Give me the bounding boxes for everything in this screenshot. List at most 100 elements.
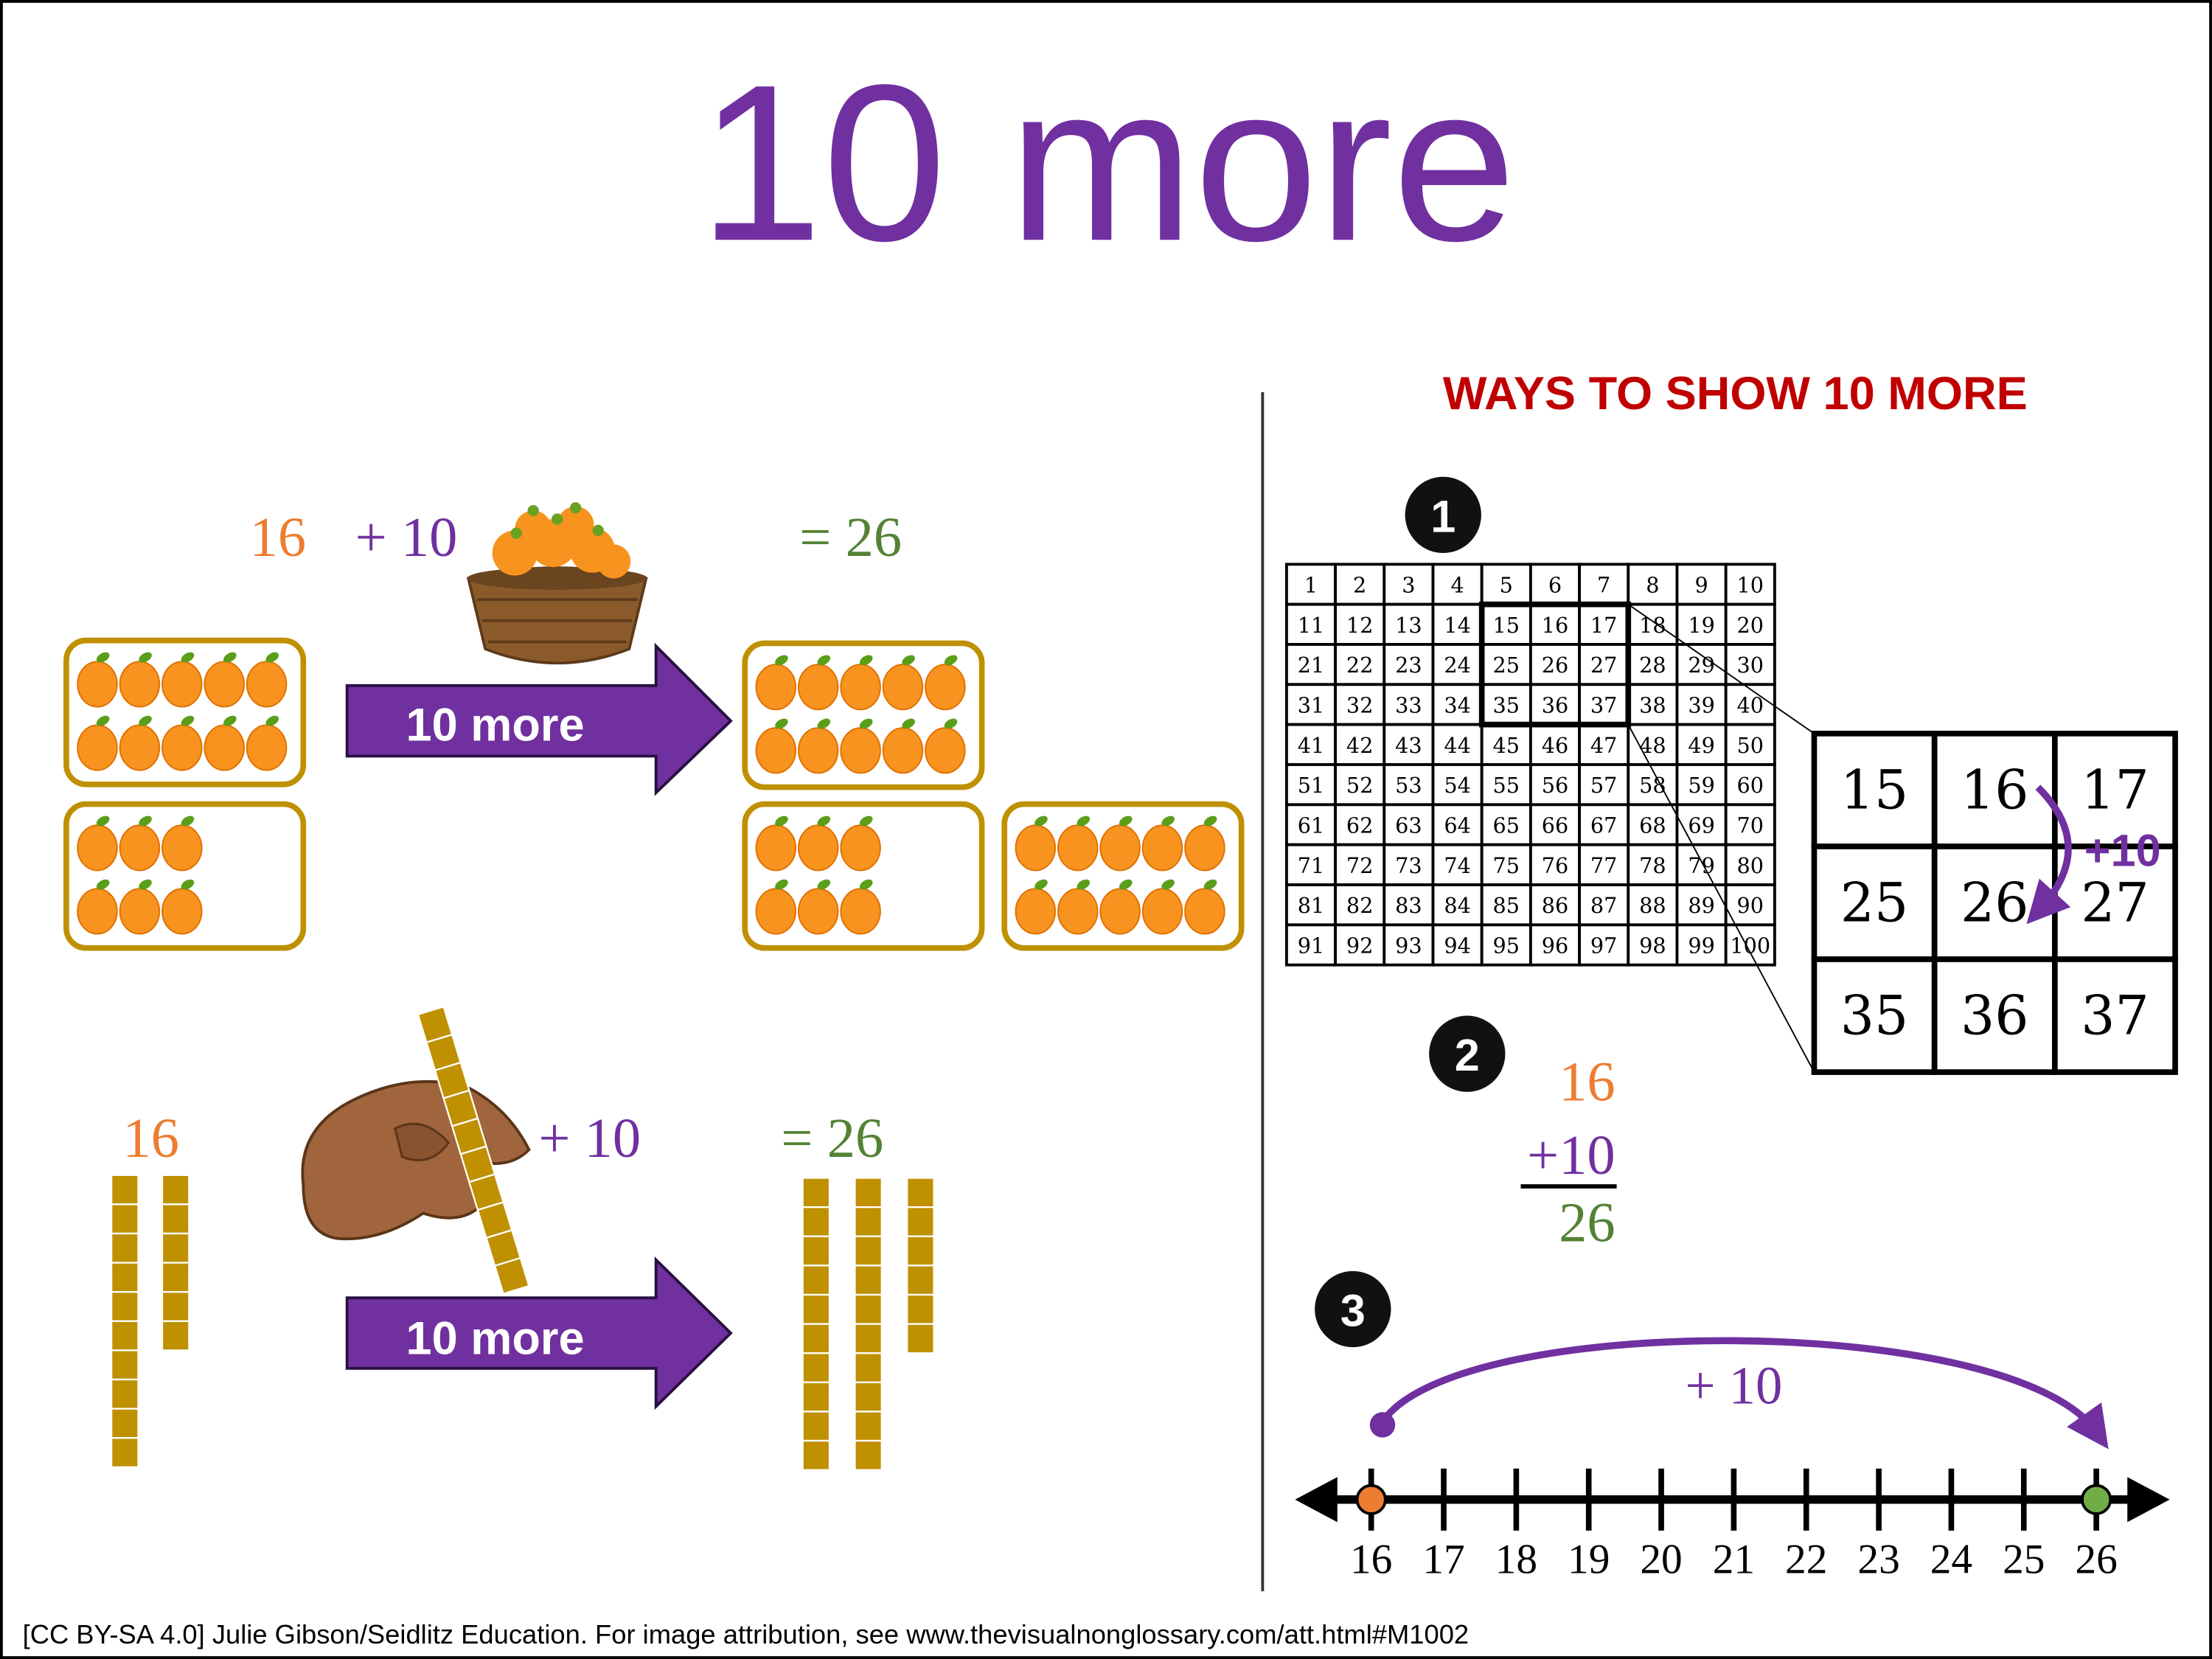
unit-cube: [801, 1293, 831, 1325]
base-ten-rod-icon: [801, 1177, 831, 1471]
right-arrow-icon: [2127, 1477, 2170, 1523]
chart-cell: 42: [1334, 723, 1386, 766]
chart-cell: 58: [1627, 763, 1679, 807]
unit-cube: [906, 1323, 935, 1354]
orange-icon: [1184, 815, 1225, 872]
zoom-cell: 16: [1931, 731, 2058, 849]
orange-icon: [246, 715, 288, 771]
cell-number: 95: [1493, 933, 1520, 959]
tick-label: 19: [1568, 1536, 1610, 1582]
orange-icon: [925, 718, 966, 774]
cell-number: 32: [1346, 693, 1374, 718]
cell-number: 36: [1542, 693, 1569, 718]
chart-cell: 11: [1284, 602, 1338, 646]
unit-cube: [111, 1320, 139, 1352]
orange-icon: [1057, 879, 1099, 935]
tick-label: 26: [2075, 1536, 2117, 1582]
chart-cell: 75: [1480, 843, 1532, 886]
cell-number: 52: [1346, 773, 1374, 798]
orange-icon: [119, 715, 161, 771]
cell-number: 96: [1542, 933, 1569, 959]
chart-cell: 95: [1480, 923, 1532, 967]
orange-icon: [204, 652, 245, 708]
tick-label: 24: [1930, 1536, 1972, 1582]
cell-number: 64: [1444, 813, 1471, 838]
cell-number: 65: [1493, 813, 1520, 838]
zoom-cell: 17: [2052, 731, 2178, 849]
jump-arrow: [2026, 785, 2072, 925]
jump-start-dot: [1369, 1412, 1396, 1438]
cell-number: 22: [1346, 653, 1374, 678]
chart-cell: 21: [1284, 643, 1338, 686]
orange-icon: [1015, 815, 1057, 872]
unit-cube: [854, 1411, 883, 1442]
cell-number: 47: [1590, 733, 1618, 758]
cell-number: 43: [1395, 733, 1422, 758]
footer-attribution: [CC BY-SA 4.0] Julie Gibson/Seidlitz Edu…: [23, 1619, 1470, 1649]
cell-number: 4: [1450, 573, 1464, 598]
chart-cell: 74: [1431, 843, 1484, 886]
orange-icon: [77, 652, 118, 708]
cell-number: 63: [1395, 813, 1422, 838]
chart-cell: 31: [1284, 683, 1338, 726]
zoom-cell-number: 26: [1961, 872, 2029, 934]
chart-cell: 79: [1675, 843, 1728, 886]
chart-cell: 32: [1334, 683, 1386, 726]
unit-cube: [854, 1235, 883, 1267]
badge-2: 2: [1429, 1015, 1506, 1092]
unit-cube: [854, 1381, 883, 1413]
base-ten-rod-icon: [854, 1177, 883, 1471]
cell-number: 34: [1444, 693, 1471, 718]
zoom-line: [1627, 724, 1815, 1073]
chart-cell: 49: [1675, 723, 1728, 766]
orange-icon: [755, 879, 797, 935]
chart-cell: 65: [1480, 803, 1532, 846]
cell-number: 38: [1639, 693, 1666, 718]
tick-label: 22: [1785, 1536, 1827, 1582]
unit-cube: [854, 1265, 883, 1296]
chart-cell: 61: [1284, 803, 1338, 846]
cell-number: 16: [1542, 613, 1569, 638]
orange-icon: [161, 715, 203, 771]
unit-cube: [801, 1323, 831, 1354]
cell-number: 17: [1590, 613, 1618, 638]
cell-number: 44: [1444, 733, 1471, 758]
orange-icon: [119, 815, 161, 872]
orange-icon: [246, 652, 288, 708]
chart-cell: 85: [1480, 883, 1532, 927]
chart-cell: 44: [1431, 723, 1484, 766]
tick-label: 18: [1495, 1536, 1537, 1582]
end-point: [2081, 1484, 2112, 1515]
chart-cell: 7: [1578, 563, 1630, 606]
jump-label: +10: [2084, 826, 2161, 876]
highlight-box: [1478, 601, 1632, 728]
chart-cell: 98: [1627, 923, 1679, 967]
chart-cell: 26: [1528, 643, 1582, 686]
chart-cell: 2: [1334, 563, 1386, 606]
chart-cell: 59: [1675, 763, 1728, 807]
cell-number: 53: [1395, 773, 1422, 798]
chart-cell: 40: [1724, 683, 1776, 726]
arrow-label: 10 more: [406, 699, 584, 751]
chart-cell: 22: [1334, 643, 1386, 686]
cell-number: 97: [1590, 933, 1618, 959]
cell-number: 77: [1590, 853, 1618, 878]
cell-number: 80: [1737, 853, 1764, 878]
chart-cell: 8: [1627, 563, 1679, 606]
unit-cube: [111, 1291, 139, 1322]
chart-cell: 52: [1334, 763, 1386, 807]
unit-cube: [854, 1439, 883, 1471]
unit-cube: [111, 1349, 139, 1381]
cell-number: 23: [1395, 653, 1422, 678]
orange-icon: [161, 652, 203, 708]
chart-cell: 68: [1627, 803, 1679, 846]
chart-cell: 1: [1284, 563, 1338, 606]
orange-icon: [1184, 879, 1225, 935]
chart-cell: 47: [1578, 723, 1630, 766]
chart-cell: 53: [1382, 763, 1435, 807]
vertical-addition: 16 +10 26: [1520, 1050, 1617, 1254]
chart-cell: 43: [1382, 723, 1435, 766]
cell-number: 84: [1444, 893, 1471, 918]
chart-cell: 67: [1578, 803, 1630, 846]
cell-number: 68: [1639, 813, 1666, 838]
